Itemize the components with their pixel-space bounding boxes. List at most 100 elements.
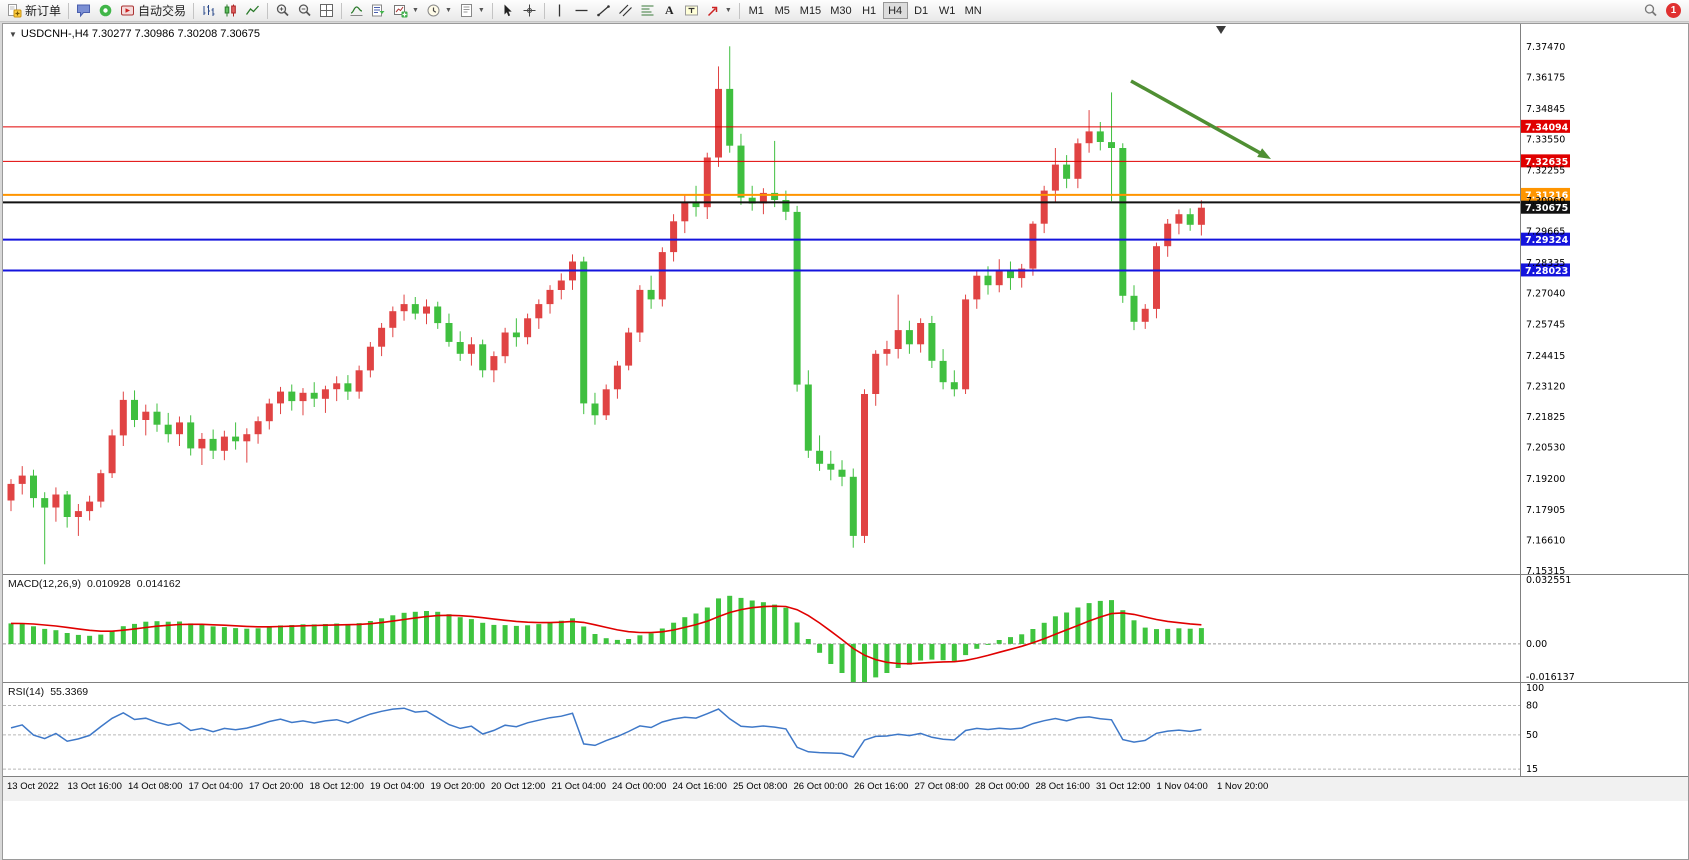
text-label-button[interactable] — [681, 1, 702, 20]
main-chart-pane[interactable]: 7.34094 7.32635 7.31216 7.30675 7.29324 7.280… — [3, 24, 1688, 577]
new-order-label: 新订单 — [25, 4, 62, 18]
new-order-button[interactable]: 新订单 — [4, 1, 64, 20]
price-axis[interactable]: 7.37470 7.36175 7.34845 7.33550 7.32255 7.309… — [1526, 42, 1565, 577]
line-chart-icon — [245, 3, 260, 18]
indicators-button[interactable] — [346, 1, 367, 20]
tile-windows-button[interactable] — [316, 1, 337, 20]
svg-text:7.30960: 7.30960 — [1526, 196, 1565, 207]
tile-windows-icon — [319, 3, 334, 18]
time-axis-label: 17 Oct 20:00 — [249, 781, 304, 792]
timeframe-m1[interactable]: M1 — [744, 2, 769, 19]
macd-axis-label: -0.016137 — [1526, 672, 1575, 682]
time-axis-label: 14 Oct 08:00 — [128, 781, 183, 792]
chart-shift-marker[interactable] — [1216, 26, 1226, 34]
time-axis-label: 27 Oct 08:00 — [914, 781, 969, 792]
symbol-ohlc-text: USDCNH-,H4 7.30277 7.30986 7.30208 7.306… — [20, 28, 261, 40]
community-button[interactable] — [95, 1, 116, 20]
templates-button[interactable]: ▼ — [456, 1, 488, 20]
timeframe-d1[interactable]: D1 — [909, 2, 934, 19]
timeframe-h4[interactable]: H4 — [882, 2, 908, 19]
trend-arrow-head — [1257, 148, 1271, 159]
indicator-list-icon — [371, 3, 386, 18]
macd-canvas[interactable]: 0.032551 0.00 -0.016137 — [3, 575, 1688, 684]
time-axis-label: 21 Oct 04:00 — [551, 781, 606, 792]
time-axis[interactable]: 13 Oct 2022 13 Oct 16:00 14 Oct 08:00 17 Oc… — [3, 776, 1688, 801]
toolbar-separator — [341, 2, 343, 19]
channel-button[interactable] — [615, 1, 636, 20]
horizontal-line-button[interactable] — [571, 1, 592, 20]
cursor-button[interactable] — [497, 1, 518, 20]
text-button[interactable]: A — [659, 1, 680, 20]
macd-axis-label: 0.00 — [1526, 639, 1547, 650]
macd-name: MACD(12,26,9) — [8, 578, 81, 590]
svg-text:7.19200: 7.19200 — [1526, 474, 1565, 485]
zoom-in-button[interactable] — [272, 1, 293, 20]
crosshair-button[interactable] — [519, 1, 540, 20]
svg-text:7.15315: 7.15315 — [1526, 566, 1565, 574]
vertical-line-button[interactable] — [549, 1, 570, 20]
time-axis-label: 1 Nov 04:00 — [1156, 781, 1208, 792]
toolbar-separator — [491, 2, 493, 19]
macd-pane[interactable]: 0.032551 0.00 -0.016137 MACD(12,26,9) 0.01… — [3, 574, 1688, 684]
rsi-pane[interactable]: 100 80 50 15 RSI(14) 55.3369 — [3, 682, 1688, 777]
time-axis-label: 28 Oct 00:00 — [975, 781, 1030, 792]
search-button[interactable] — [1640, 1, 1661, 20]
rsi-label: RSI(14) 55.3369 — [8, 686, 88, 698]
toolbar-separator — [267, 2, 269, 19]
main-chart-canvas[interactable]: 7.34094 7.32635 7.31216 7.30675 7.29324 7.280… — [3, 24, 1688, 577]
timeframe-m30[interactable]: M30 — [826, 2, 855, 19]
time-axis-label: 31 Oct 12:00 — [1096, 781, 1151, 792]
trendline-button[interactable] — [593, 1, 614, 20]
arrows-icon — [706, 3, 721, 18]
svg-text:7.36175: 7.36175 — [1526, 73, 1565, 84]
templates-icon — [459, 3, 474, 18]
fibonacci-button[interactable] — [637, 1, 658, 20]
text-label-icon — [684, 3, 699, 18]
bar-chart-icon — [201, 3, 216, 18]
timeframe-w1[interactable]: W1 — [935, 2, 960, 19]
time-axis-label: 13 Oct 2022 — [7, 781, 59, 792]
autotrading-button[interactable]: 自动交易 — [117, 1, 189, 20]
candlestick-chart-button[interactable] — [220, 1, 241, 20]
notification-badge[interactable]: 1 — [1666, 3, 1681, 18]
chat-button[interactable] — [73, 1, 94, 20]
rsi-axis-label: 50 — [1526, 730, 1538, 741]
timeframe-m5[interactable]: M5 — [770, 2, 795, 19]
svg-text:7.32255: 7.32255 — [1526, 165, 1565, 176]
arrows-button[interactable]: ▼ — [703, 1, 735, 20]
text-icon: A — [665, 3, 674, 17]
timeframe-mn[interactable]: MN — [961, 2, 986, 19]
timeframe-h1[interactable]: H1 — [857, 2, 882, 19]
time-axis-label: 19 Oct 04:00 — [370, 781, 425, 792]
clock-icon — [426, 3, 441, 18]
new-chart-button[interactable]: ▼ — [390, 1, 422, 20]
trend-arrow[interactable] — [1130, 79, 1264, 156]
rsi-name: RSI(14) — [8, 686, 45, 698]
svg-text:7.16610: 7.16610 — [1526, 535, 1565, 546]
svg-text:7.28335: 7.28335 — [1526, 258, 1565, 269]
time-axis-label: 25 Oct 08:00 — [733, 781, 788, 792]
bar-chart-button[interactable] — [198, 1, 219, 20]
svg-text:7.23120: 7.23120 — [1526, 381, 1565, 392]
time-axis-label: 26 Oct 00:00 — [793, 781, 848, 792]
chart-collapse-icon[interactable]: ▼ — [9, 29, 17, 39]
chevron-down-icon: ▼ — [724, 7, 732, 14]
price-tag-label: 7.31216 — [1525, 190, 1569, 201]
quote-line: ▼ USDCNH-,H4 7.30277 7.30986 7.30208 7.3… — [9, 28, 260, 40]
zoom-out-button[interactable] — [294, 1, 315, 20]
price-tag-label: 7.29324 — [1525, 235, 1569, 246]
price-tag — [1521, 200, 1570, 214]
rsi-canvas[interactable]: 100 80 50 15 — [3, 683, 1688, 776]
autotrading-label: 自动交易 — [138, 4, 187, 18]
line-chart-button[interactable] — [242, 1, 263, 20]
svg-text:7.24415: 7.24415 — [1526, 351, 1565, 362]
price-tag — [1521, 263, 1570, 277]
clock-button[interactable]: ▼ — [423, 1, 455, 20]
price-tag — [1521, 154, 1570, 168]
timeframe-m15[interactable]: M15 — [796, 2, 825, 19]
toolbar-separator — [738, 2, 740, 19]
toolbar: 新订单 自动交易 — [0, 0, 1689, 22]
indicator-list-button[interactable] — [368, 1, 389, 20]
indicators-icon — [349, 3, 364, 18]
